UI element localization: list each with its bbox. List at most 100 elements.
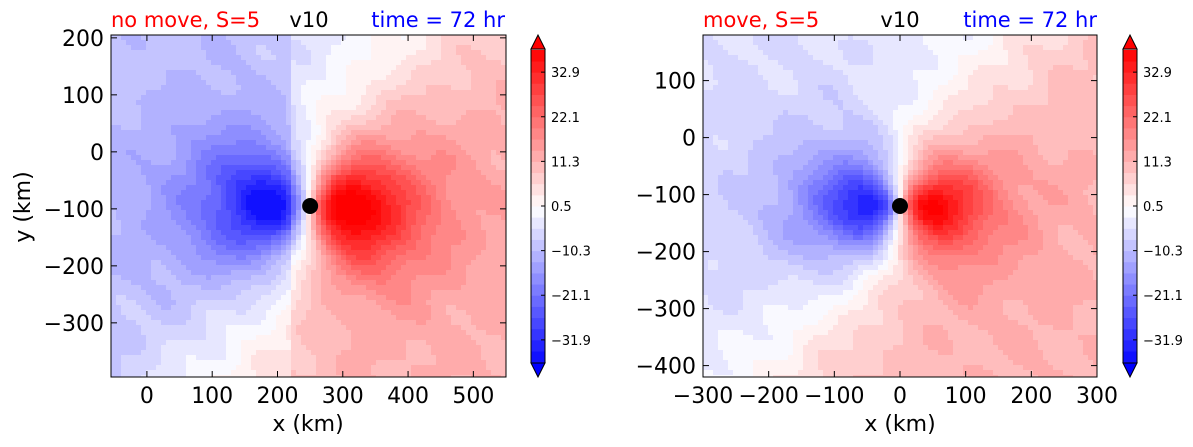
field-cell — [436, 335, 442, 341]
field-cell — [471, 145, 477, 151]
field-cell — [481, 275, 487, 281]
field-cell — [421, 115, 427, 121]
field-cell — [151, 190, 157, 196]
field-cell — [176, 190, 182, 196]
field-cell — [231, 140, 237, 146]
field-cell — [491, 105, 497, 111]
field-cell — [296, 150, 302, 156]
field-cell — [491, 85, 497, 91]
field-cell — [276, 245, 282, 251]
field-cell — [301, 110, 307, 116]
field-cell — [151, 330, 157, 336]
field-cell — [316, 310, 322, 316]
field-cell — [416, 265, 422, 271]
field-cell — [426, 100, 432, 106]
field-cell — [451, 120, 457, 126]
field-cell — [496, 230, 502, 236]
field-cell — [336, 60, 342, 66]
field-cell — [346, 270, 352, 276]
field-cell — [336, 80, 342, 86]
field-cell — [321, 75, 327, 81]
field-cell — [491, 320, 497, 326]
field-cell — [136, 310, 142, 316]
field-cell — [141, 350, 147, 356]
field-cell — [156, 100, 162, 106]
field-cell — [191, 275, 197, 281]
field-cell — [496, 215, 502, 221]
field-cell — [211, 245, 217, 251]
field-cell — [151, 240, 157, 246]
field-cell — [331, 40, 337, 46]
field-cell — [406, 135, 412, 141]
field-cell — [341, 230, 347, 236]
field-cell — [331, 120, 337, 126]
field-cell — [261, 150, 267, 156]
field-cell — [426, 160, 432, 166]
field-cell — [116, 275, 122, 281]
field-cell — [231, 135, 237, 141]
field-cell — [351, 320, 357, 326]
field-cell — [176, 335, 182, 341]
field-cell — [311, 155, 317, 161]
field-cell — [486, 340, 492, 346]
field-cell — [296, 280, 302, 286]
field-cell — [211, 305, 217, 311]
field-cell — [381, 240, 387, 246]
field-cell — [391, 285, 397, 291]
field-cell — [461, 275, 467, 281]
field-cell — [366, 285, 372, 291]
field-cell — [131, 150, 137, 156]
field-cell — [276, 50, 282, 56]
field-cell — [156, 60, 162, 66]
field-cell — [501, 290, 506, 296]
field-cell — [391, 295, 397, 301]
field-cell — [266, 70, 272, 76]
field-cell — [501, 225, 506, 231]
field-cell — [486, 335, 492, 341]
field-cell — [391, 110, 397, 116]
field-cell — [271, 300, 277, 306]
field-cell — [386, 320, 392, 326]
field-cell — [151, 265, 157, 271]
field-cell — [316, 155, 322, 161]
field-cell — [366, 145, 372, 151]
field-cell — [111, 200, 117, 206]
field-cell — [461, 170, 467, 176]
field-cell — [486, 265, 492, 271]
field-cell — [191, 330, 197, 336]
field-cell — [461, 320, 467, 326]
field-cell — [436, 105, 442, 111]
field-cell — [266, 210, 272, 216]
field-cell — [161, 170, 167, 176]
field-cell — [436, 160, 442, 166]
field-cell — [336, 270, 342, 276]
field-cell — [471, 205, 477, 211]
field-cell — [471, 160, 477, 166]
field-cell — [406, 220, 412, 226]
field-cell — [211, 150, 217, 156]
field-cell — [121, 290, 127, 296]
field-cell — [466, 85, 472, 91]
field-cell — [256, 260, 262, 266]
field-cell — [321, 210, 327, 216]
field-cell — [196, 350, 202, 356]
field-cell — [241, 240, 247, 246]
field-cell — [131, 165, 137, 171]
field-cell — [316, 165, 322, 171]
field-cell — [131, 245, 137, 251]
field-cell — [451, 115, 457, 121]
field-cell — [126, 330, 132, 336]
field-cell — [496, 75, 502, 81]
field-cell — [351, 180, 357, 186]
field-cell — [241, 310, 247, 316]
field-cell — [171, 170, 177, 176]
field-cell — [356, 35, 362, 41]
field-cell — [466, 270, 472, 276]
field-cell — [436, 90, 442, 96]
field-cell — [196, 70, 202, 76]
field-cell — [381, 290, 387, 296]
field-cell — [176, 165, 182, 171]
field-cell — [501, 265, 506, 271]
field-cell — [421, 175, 427, 181]
field-cell — [486, 245, 492, 251]
